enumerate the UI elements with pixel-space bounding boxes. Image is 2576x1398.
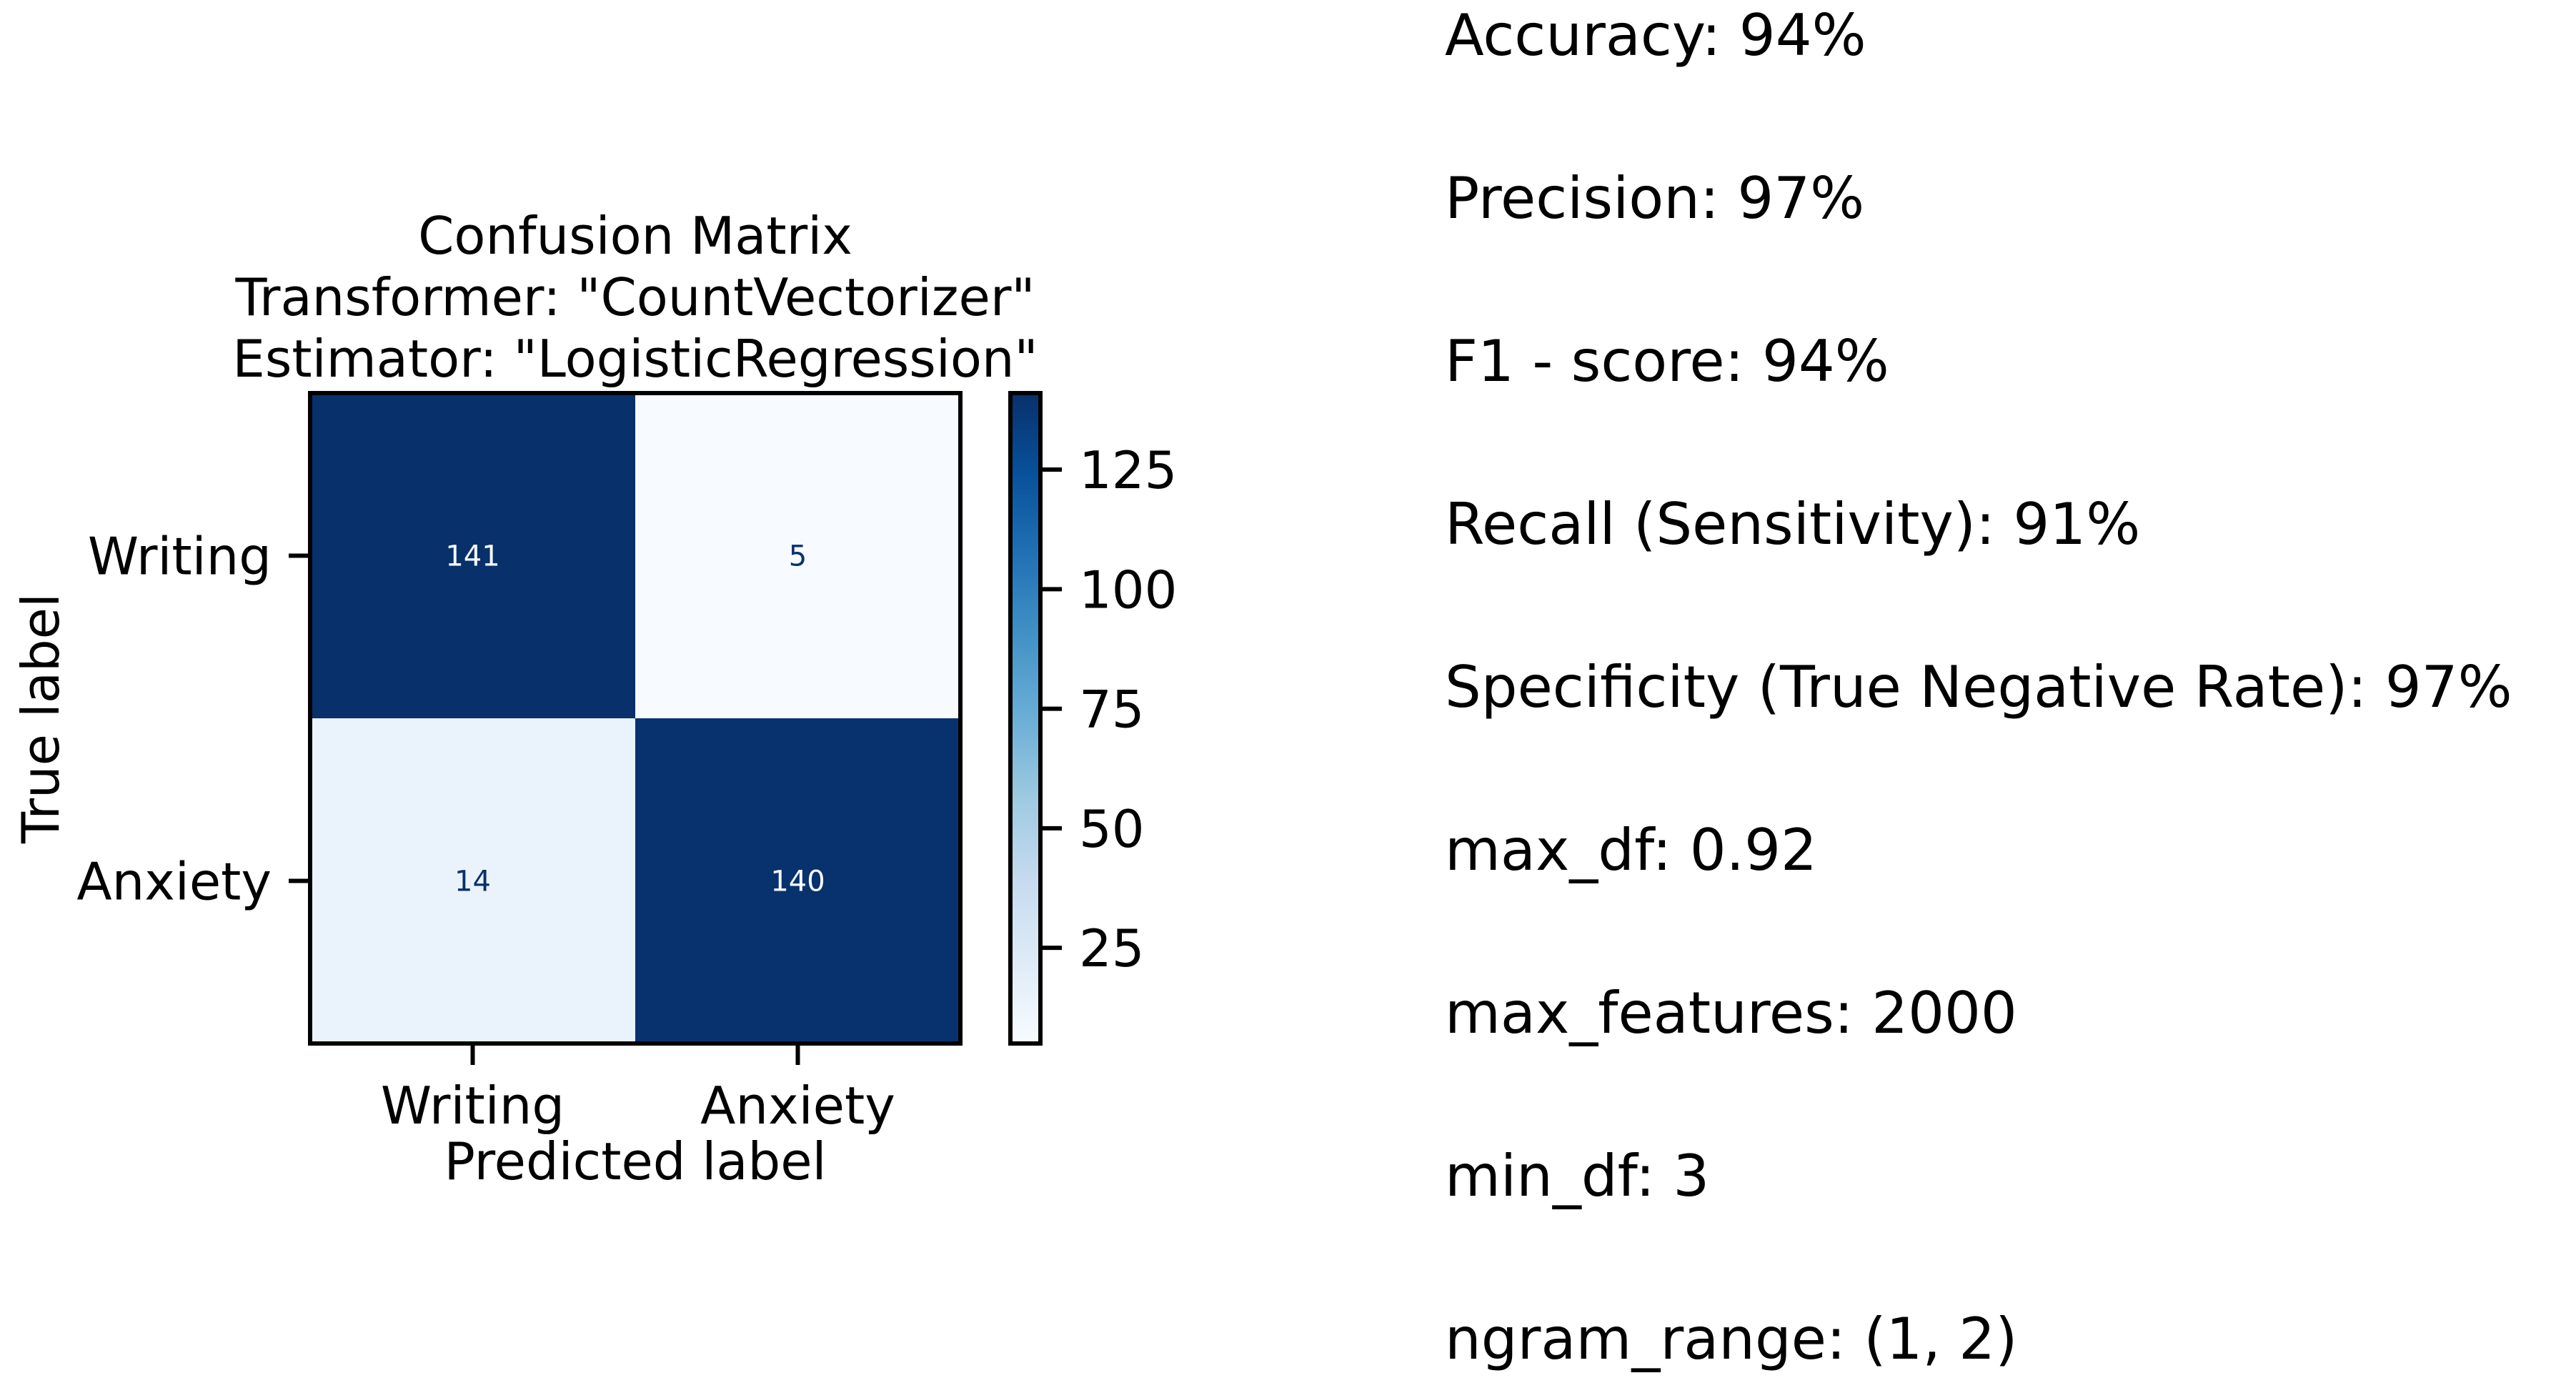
metric-accuracy: Accuracy: 94% — [1445, 2, 1866, 69]
colorbar-tick-label: 125 — [1079, 440, 1177, 500]
param-ngram-range: ngram_range: (1, 2) — [1445, 1306, 2018, 1372]
colorbar-tick-label: 25 — [1079, 918, 1145, 978]
metric-f1-score: F1 - score: 94% — [1445, 328, 1889, 395]
y-axis-label: True label — [11, 593, 71, 844]
cell-value-label: 141 — [445, 540, 499, 573]
chart-title-line-1: Confusion Matrix — [418, 206, 852, 266]
param-min-df: min_df: 3 — [1445, 1143, 1710, 1209]
metric-recall: Recall (Sensitivity): 91% — [1445, 491, 2141, 557]
x-axis-ticks: Writing Anxiety — [381, 1043, 895, 1136]
colorbar-tick-label: 75 — [1079, 680, 1145, 740]
matrix-cell — [635, 393, 960, 718]
metric-specificity: Specificity (True Negative Rate): 97% — [1445, 654, 2512, 720]
cell-value-label: 5 — [789, 540, 807, 573]
plot-frame — [308, 391, 963, 1046]
matrix-cells: 141 5 14 140 — [310, 393, 960, 1043]
matrix-cell — [310, 718, 635, 1043]
chart-title-line-3: Estimator: "LogisticRegression" — [232, 329, 1038, 389]
colorbar-ticks: 25 50 75 100 125 — [1040, 440, 1177, 978]
y-tick-label: Writing — [88, 527, 272, 587]
matrix-cell — [310, 393, 635, 718]
x-axis-label: Predicted label — [444, 1131, 826, 1191]
cell-value-label: 140 — [770, 866, 825, 898]
param-max-df: max_df: 0.92 — [1445, 817, 1817, 883]
metric-precision: Precision: 97% — [1445, 165, 1865, 232]
y-tick-label: Anxiety — [76, 852, 272, 912]
x-tick-label: Writing — [381, 1076, 565, 1136]
chart-title-line-2: Transformer: "CountVectorizer" — [234, 267, 1035, 327]
param-max-features: max_features: 2000 — [1445, 980, 2017, 1046]
colorbar — [1008, 391, 1043, 1046]
colorbar-tick-label: 50 — [1079, 799, 1145, 859]
matrix-cell — [635, 718, 960, 1043]
y-axis-ticks: Writing Anxiety — [76, 527, 310, 912]
x-tick-label: Anxiety — [700, 1076, 895, 1136]
colorbar-tick-label: 100 — [1079, 560, 1177, 620]
cell-value-label: 14 — [454, 866, 491, 898]
